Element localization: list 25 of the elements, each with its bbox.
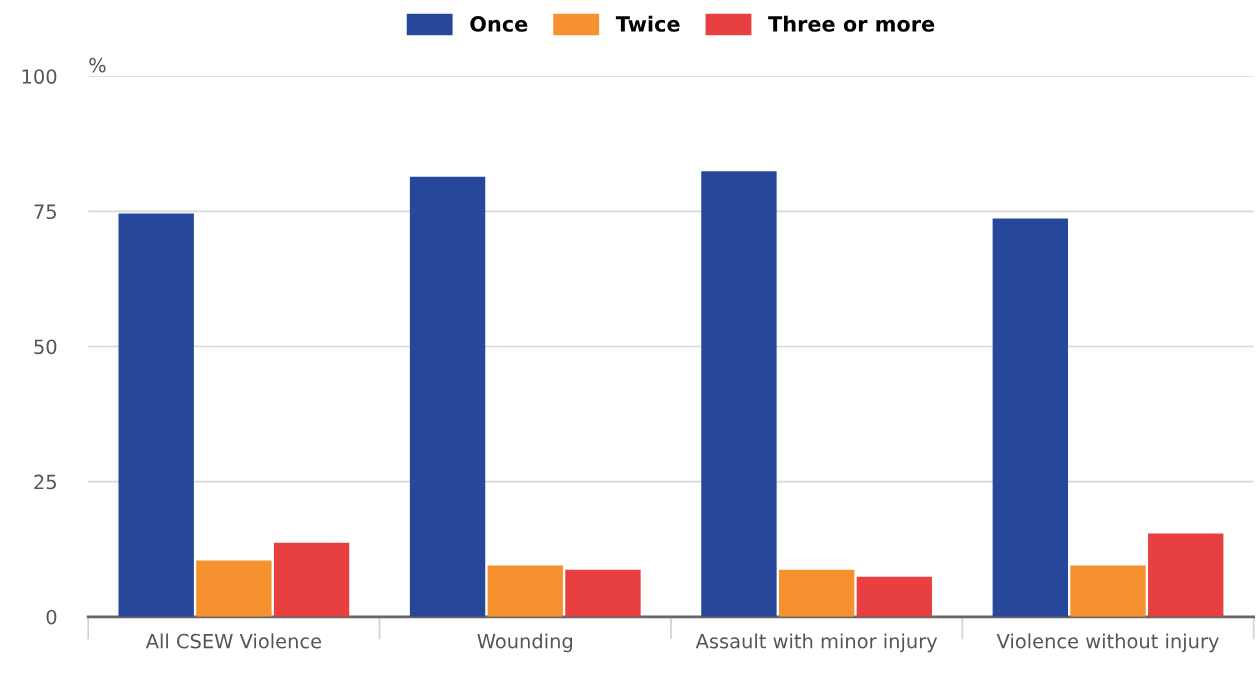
x-tick-label: Violence without injury bbox=[996, 633, 1219, 653]
y-tick-label: 0 bbox=[46, 609, 57, 625]
x-tick-label: All CSEW Violence bbox=[145, 633, 322, 649]
bar bbox=[701, 171, 777, 617]
y-tick-label: 100 bbox=[22, 69, 57, 84]
x-tick-label: Assault with minor injury bbox=[695, 633, 938, 653]
bar bbox=[409, 176, 486, 617]
legend-label: Twice bbox=[615, 15, 680, 32]
bar bbox=[992, 218, 1068, 617]
y-axis-title: % bbox=[89, 57, 106, 73]
bar bbox=[196, 560, 272, 617]
bar bbox=[778, 569, 855, 617]
x-tick-label: Wounding bbox=[477, 633, 573, 653]
bar bbox=[1148, 533, 1224, 617]
bar bbox=[487, 565, 563, 617]
bar bbox=[273, 542, 350, 617]
bar bbox=[565, 569, 641, 617]
y-tick-label: 25 bbox=[34, 474, 56, 490]
bar bbox=[1070, 565, 1146, 617]
y-tick-label: 50 bbox=[34, 339, 57, 355]
bar bbox=[118, 213, 194, 617]
y-tick-label: 75 bbox=[34, 204, 56, 220]
legend-label: Once bbox=[470, 16, 528, 32]
bar bbox=[856, 576, 933, 617]
legend-label: Three or more bbox=[768, 15, 935, 32]
